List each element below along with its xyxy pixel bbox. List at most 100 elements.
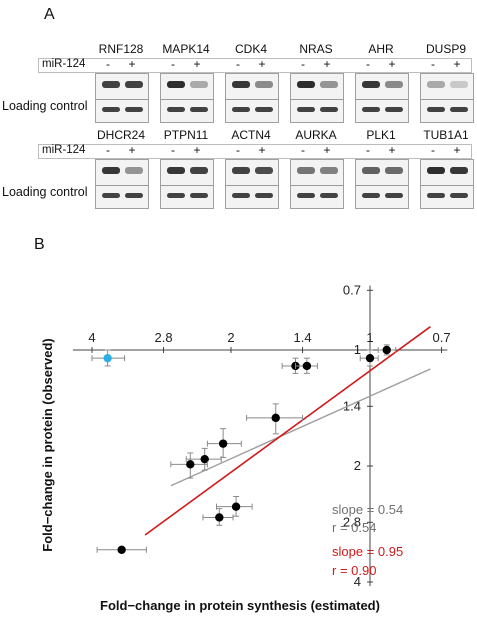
protein-band (255, 107, 273, 112)
plus-sign: + (453, 57, 461, 71)
gene-label: AURKA (295, 128, 337, 142)
protein-band (297, 193, 315, 198)
protein-band (102, 81, 120, 88)
data-point (302, 361, 312, 371)
plus-sign: + (128, 143, 136, 157)
panel-b-label: B (34, 236, 45, 253)
protein-band (167, 167, 185, 174)
protein-band (320, 81, 338, 88)
gene-label: NRAS (299, 42, 333, 56)
y-tick-label: 2.8 (343, 514, 361, 529)
fit-annotation: r = 0.90 (332, 563, 376, 578)
protein-band (320, 167, 338, 174)
x-tick-label: 1 (366, 330, 373, 345)
minus-sign: - (431, 143, 435, 157)
protein-band (427, 167, 445, 174)
protein-band (102, 193, 120, 198)
minus-sign: - (106, 143, 110, 157)
minus-sign: - (171, 143, 175, 157)
blot-image (355, 73, 409, 123)
plus-sign: + (453, 143, 461, 157)
protein-band (362, 81, 380, 88)
data-point (215, 513, 224, 522)
plus-sign: + (193, 143, 201, 157)
blot-image (95, 73, 149, 123)
fit-annotation: r = 0.54 (332, 520, 376, 535)
blot-divider (226, 99, 278, 100)
x-axis-title: Fold−change in protein synthesis (estima… (100, 598, 380, 613)
x-tick-label: 1.4 (293, 330, 311, 345)
blot-image (420, 73, 474, 123)
protein-band (190, 167, 208, 174)
loading-control-label: Loading control (2, 185, 88, 199)
minus-sign: - (431, 57, 435, 71)
plus-sign: + (388, 143, 396, 157)
gene-label: PLK1 (366, 128, 396, 142)
fit-annotation: slope = 0.54 (332, 502, 403, 517)
fit-line (144, 326, 431, 536)
protein-band (190, 107, 208, 112)
plus-sign: + (323, 57, 331, 71)
blot-image (290, 73, 344, 123)
minus-sign: - (301, 143, 305, 157)
data-point (271, 413, 280, 423)
protein-band (427, 107, 445, 112)
protein-band (232, 193, 250, 198)
panel-a-label: A (44, 6, 55, 23)
protein-band (297, 107, 315, 112)
protein-band (450, 167, 468, 174)
protein-band (167, 107, 185, 112)
blot-image (355, 159, 409, 209)
minus-sign: - (236, 57, 240, 71)
blot-image (420, 159, 474, 209)
gene-label: ACTN4 (231, 128, 271, 142)
plus-sign: + (193, 57, 201, 71)
x-tick-label: 2.8 (154, 330, 172, 345)
blot-divider (161, 99, 213, 100)
blot-divider (226, 185, 278, 186)
y-tick-label: 0.7 (343, 282, 361, 297)
x-tick-label: 0.7 (432, 330, 450, 345)
protein-band (102, 167, 120, 174)
treatment-row (38, 58, 472, 73)
blot-divider (421, 185, 473, 186)
gene-label: CDK4 (234, 42, 267, 56)
minus-sign: - (366, 143, 370, 157)
blot-divider (421, 99, 473, 100)
protein-band (385, 81, 403, 88)
plus-sign: + (128, 57, 136, 71)
gene-label: AHR (368, 42, 394, 56)
protein-band (190, 81, 208, 88)
protein-band (232, 107, 250, 112)
minus-sign: - (171, 57, 175, 71)
x-tick-label: 2 (227, 330, 234, 345)
blot-image (95, 159, 149, 209)
protein-band (255, 81, 273, 88)
gene-label: DUSP9 (425, 42, 466, 56)
minus-sign: - (301, 57, 305, 71)
treatment-row (38, 144, 472, 159)
protein-band (320, 107, 338, 112)
protein-band (167, 81, 185, 88)
y-tick-label: 4 (354, 574, 361, 589)
protein-band (125, 107, 143, 112)
blot-image (225, 159, 279, 209)
data-point (218, 439, 228, 448)
gene-label: TUB1A1 (423, 128, 469, 142)
plus-sign: + (388, 57, 396, 71)
protein-band (450, 193, 468, 198)
gene-label: DHCR24 (96, 128, 145, 142)
fit-line (170, 368, 431, 487)
blot-image (225, 73, 279, 123)
protein-band (167, 193, 185, 198)
protein-band (297, 167, 315, 174)
y-axis-title: Fold−change in protein (observed) (40, 338, 55, 551)
plus-sign: + (258, 57, 266, 71)
x-tick-label: 4 (88, 330, 95, 345)
protein-band (362, 193, 380, 198)
blot-image (160, 73, 214, 123)
protein-band (232, 167, 250, 174)
protein-band (427, 193, 445, 198)
protein-band (385, 193, 403, 198)
